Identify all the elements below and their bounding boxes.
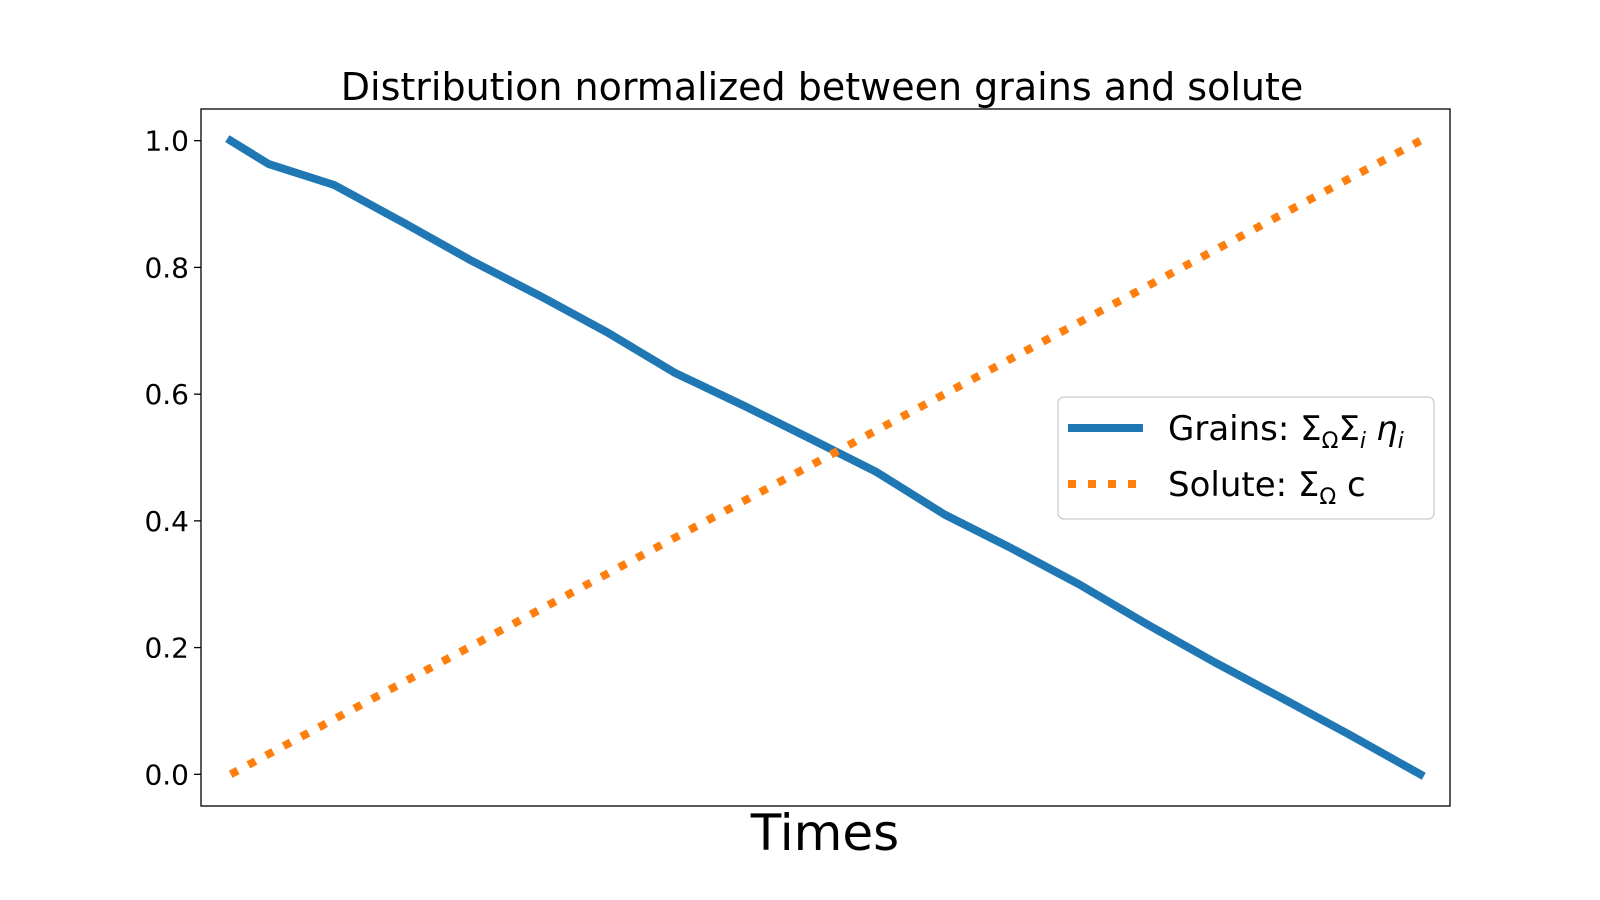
y-tick-label: 0.0 [144, 758, 189, 791]
legend: Grains: ΣΩΣi ηi Solute: ΣΩ c [1057, 396, 1435, 520]
y-axis: 0.0 0.2 0.4 0.6 0.8 1.0 [144, 125, 201, 791]
series-line-solute [228, 137, 1423, 778]
legend-label-grains: Grains: ΣΩΣi ηi [1168, 409, 1404, 454]
legend-label-solute: Solute: ΣΩ c [1168, 465, 1366, 510]
y-tick-label: 1.0 [144, 125, 189, 158]
legend-frame [1057, 396, 1435, 520]
plot-area-frame [200, 108, 1451, 807]
y-tick-label: 0.8 [144, 251, 189, 284]
y-tick-label: 0.6 [144, 378, 189, 411]
series-line-grains [225, 135, 1426, 780]
series-layer [225, 135, 1426, 780]
chart-title: Distribution normalized between grains a… [341, 65, 1304, 109]
y-tick-label: 0.4 [144, 505, 189, 538]
y-tick-label: 0.2 [144, 632, 189, 665]
x-axis-label: Times [750, 804, 899, 862]
